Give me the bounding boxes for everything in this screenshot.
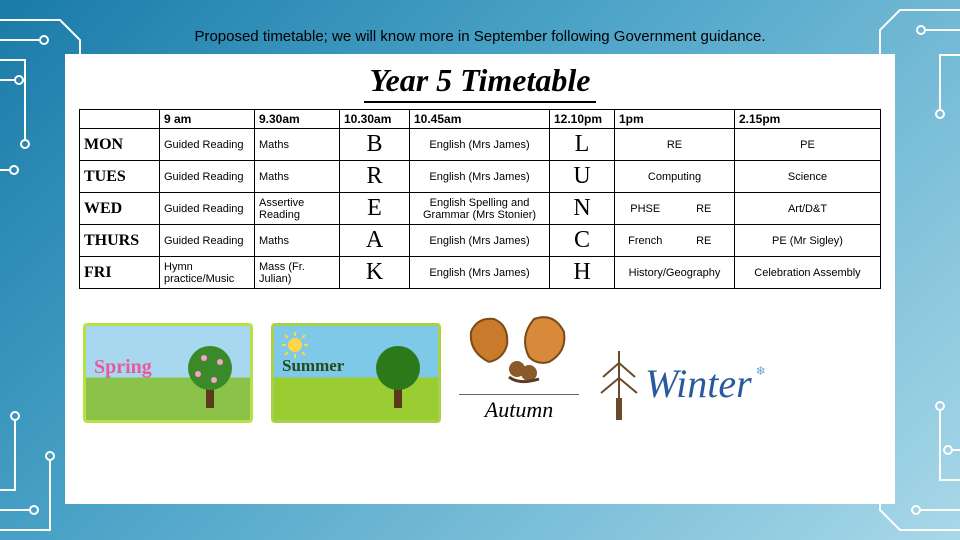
cell-930: Mass (Fr. Julian) (255, 257, 340, 289)
hdr-blank (80, 110, 160, 129)
winter-label: Winter (645, 360, 752, 407)
lunch-letter: H (550, 257, 615, 289)
cell-1pm: PHSERE (615, 193, 735, 225)
cell-930: Maths (255, 161, 340, 193)
table-row: THURSGuided ReadingMathsAEnglish (Mrs Ja… (80, 225, 881, 257)
break-letter: B (340, 129, 410, 161)
lunch-letter: N (550, 193, 615, 225)
hdr-215: 2.15pm (735, 110, 881, 129)
lunch-letter: C (550, 225, 615, 257)
break-letter: E (340, 193, 410, 225)
hdr-1030: 10.30am (340, 110, 410, 129)
hdr-1045: 10.45am (410, 110, 550, 129)
sun-icon (282, 332, 308, 358)
day-cell: TUES (80, 161, 160, 193)
hdr-1pm: 1pm (615, 110, 735, 129)
spring-card: Spring (83, 323, 253, 423)
cell-9am: Guided Reading (160, 193, 255, 225)
cell-1pm: History/Geography (615, 257, 735, 289)
cell-215: Celebration Assembly (735, 257, 881, 289)
cell-215: Science (735, 161, 881, 193)
cell-1045: English (Mrs James) (410, 257, 550, 289)
table-row: TUESGuided ReadingMathsREnglish (Mrs Jam… (80, 161, 881, 193)
tree-icon (368, 334, 428, 412)
caption-text: Proposed timetable; we will know more in… (0, 28, 960, 45)
break-letter: K (340, 257, 410, 289)
table-row: WEDGuided ReadingAssertive ReadingEEngli… (80, 193, 881, 225)
seasons-row: Spring Summer (79, 307, 881, 423)
cell-930: Assertive Reading (255, 193, 340, 225)
winter-block: Winter ❄ (597, 343, 837, 423)
cell-1pm: FrenchRE (615, 225, 735, 257)
table-row: FRIHymn practice/MusicMass (Fr. Julian)K… (80, 257, 881, 289)
cell-9am: Guided Reading (160, 129, 255, 161)
timetable-sheet: Year 5 Timetable 9 am 9.30am 10.30am 10.… (65, 54, 895, 504)
summer-card: Summer (271, 323, 441, 423)
autumn-label: Autumn (459, 394, 579, 423)
spring-label: Spring (94, 356, 152, 379)
lunch-letter: U (550, 161, 615, 193)
cell-1045: English (Mrs James) (410, 129, 550, 161)
table-row: MONGuided ReadingMathsBEnglish (Mrs Jame… (80, 129, 881, 161)
snowflake-icon: ❄ (756, 364, 766, 378)
hdr-9am: 9 am (160, 110, 255, 129)
day-cell: FRI (80, 257, 160, 289)
hdr-1210: 12.10pm (550, 110, 615, 129)
autumn-block: Autumn (459, 307, 579, 423)
winter-tree-icon (597, 343, 641, 423)
summer-label: Summer (282, 356, 344, 376)
lunch-letter: L (550, 129, 615, 161)
cell-215: Art/D&T (735, 193, 881, 225)
cell-930: Maths (255, 225, 340, 257)
cell-215: PE (Mr Sigley) (735, 225, 881, 257)
cell-1045: English Spelling and Grammar (Mrs Stonie… (410, 193, 550, 225)
cell-215: PE (735, 129, 881, 161)
cell-1pm: Computing (615, 161, 735, 193)
break-letter: A (340, 225, 410, 257)
timetable: 9 am 9.30am 10.30am 10.45am 12.10pm 1pm … (79, 109, 881, 289)
day-cell: MON (80, 129, 160, 161)
hdr-930: 9.30am (255, 110, 340, 129)
cell-1pm: RE (615, 129, 735, 161)
cell-9am: Guided Reading (160, 161, 255, 193)
break-letter: R (340, 161, 410, 193)
cell-9am: Hymn practice/Music (160, 257, 255, 289)
page-title: Year 5 Timetable (364, 62, 597, 103)
cell-9am: Guided Reading (160, 225, 255, 257)
tree-icon (180, 334, 240, 412)
day-cell: WED (80, 193, 160, 225)
header-row: 9 am 9.30am 10.30am 10.45am 12.10pm 1pm … (80, 110, 881, 129)
cell-1045: English (Mrs James) (410, 161, 550, 193)
day-cell: THURS (80, 225, 160, 257)
cell-1045: English (Mrs James) (410, 225, 550, 257)
leaves-icon (459, 307, 579, 387)
cell-930: Maths (255, 129, 340, 161)
